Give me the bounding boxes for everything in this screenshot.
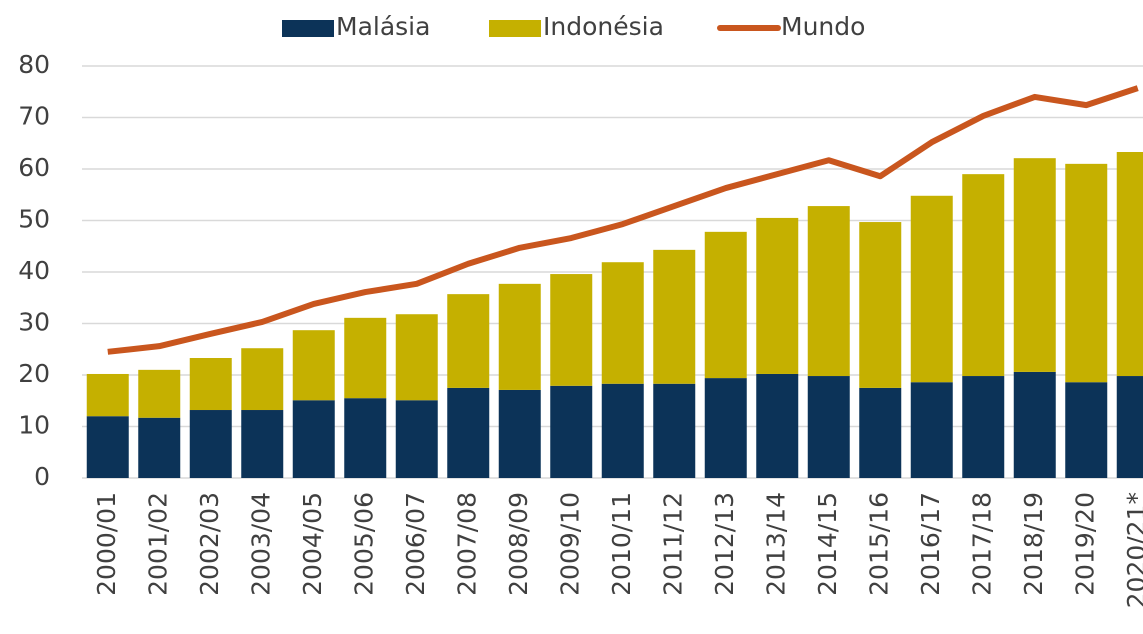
x-tick-label: 2000/01 <box>92 492 121 596</box>
bar <box>138 369 181 418</box>
x-tick-label: 2013/14 <box>761 492 790 596</box>
x-tick-label: 2002/03 <box>195 492 224 596</box>
bar <box>292 400 335 478</box>
legend-swatch <box>489 20 541 37</box>
bar <box>601 383 644 478</box>
bar <box>189 410 232 478</box>
legend-label: Malásia <box>336 12 430 41</box>
bar <box>447 387 490 478</box>
bar <box>601 262 644 384</box>
bar <box>962 174 1005 377</box>
line <box>107 85 1139 355</box>
bar <box>962 376 1005 478</box>
bar <box>859 387 902 478</box>
x-tick-label: 2017/18 <box>967 492 996 596</box>
x-tick-label: 2014/15 <box>813 492 842 596</box>
bar <box>498 389 541 478</box>
y-tick-label: 40 <box>18 256 50 285</box>
x-tick-label: 2004/05 <box>298 492 327 596</box>
bar <box>241 348 284 411</box>
y-tick-label: 80 <box>18 50 50 79</box>
y-tick-label: 60 <box>18 153 50 182</box>
y-tick-label: 20 <box>18 359 50 388</box>
bar <box>1116 152 1143 377</box>
bar <box>1116 376 1143 478</box>
bar <box>704 231 747 379</box>
bar <box>86 416 129 478</box>
bar <box>756 217 799 374</box>
bar <box>1065 382 1108 478</box>
x-tick-label: 2003/04 <box>246 492 275 596</box>
x-tick-label: 2020/21* <box>1122 492 1143 608</box>
y-tick-label: 30 <box>18 308 50 337</box>
x-tick-label: 2011/12 <box>658 492 687 596</box>
x-tick-label: 2010/11 <box>607 492 636 596</box>
legend-label: Indonésia <box>543 12 664 41</box>
y-tick-label: 10 <box>18 411 50 440</box>
bar <box>292 330 335 401</box>
x-tick-label: 2007/08 <box>452 492 481 596</box>
bar <box>550 385 593 478</box>
bar <box>653 383 696 478</box>
x-tick-label: 2005/06 <box>349 492 378 596</box>
bar <box>1065 163 1108 383</box>
y-tick-label: 0 <box>34 462 50 491</box>
legend-swatch <box>282 20 334 37</box>
bar <box>344 317 387 399</box>
bar <box>241 410 284 478</box>
x-tick-label: 2009/10 <box>555 492 584 596</box>
bar <box>1013 371 1056 478</box>
bar <box>653 249 696 384</box>
bar <box>498 283 541 390</box>
bar <box>910 195 953 383</box>
legend-label: Mundo <box>781 12 865 41</box>
bar <box>189 358 232 411</box>
bar <box>910 382 953 478</box>
x-tick-label: 2001/02 <box>143 492 172 596</box>
bar <box>138 417 181 478</box>
bar <box>395 314 438 401</box>
bar <box>807 376 850 478</box>
x-tick-label: 2018/19 <box>1019 492 1048 596</box>
x-tick-label: 2008/09 <box>504 492 533 596</box>
bar <box>86 373 129 417</box>
x-tick-label: 2015/16 <box>864 492 893 596</box>
bar <box>344 398 387 478</box>
bar <box>807 206 850 377</box>
bar <box>447 294 490 388</box>
y-tick-label: 70 <box>18 102 50 131</box>
x-tick-label: 2012/13 <box>710 492 739 596</box>
bar <box>756 373 799 478</box>
bar <box>1013 158 1056 372</box>
y-tick-label: 50 <box>18 205 50 234</box>
bar <box>395 400 438 478</box>
x-tick-label: 2016/17 <box>916 492 945 596</box>
x-tick-label: 2006/07 <box>401 492 430 596</box>
bar <box>704 378 747 478</box>
bar <box>550 274 593 386</box>
bar <box>859 222 902 388</box>
x-tick-label: 2019/20 <box>1070 492 1099 596</box>
